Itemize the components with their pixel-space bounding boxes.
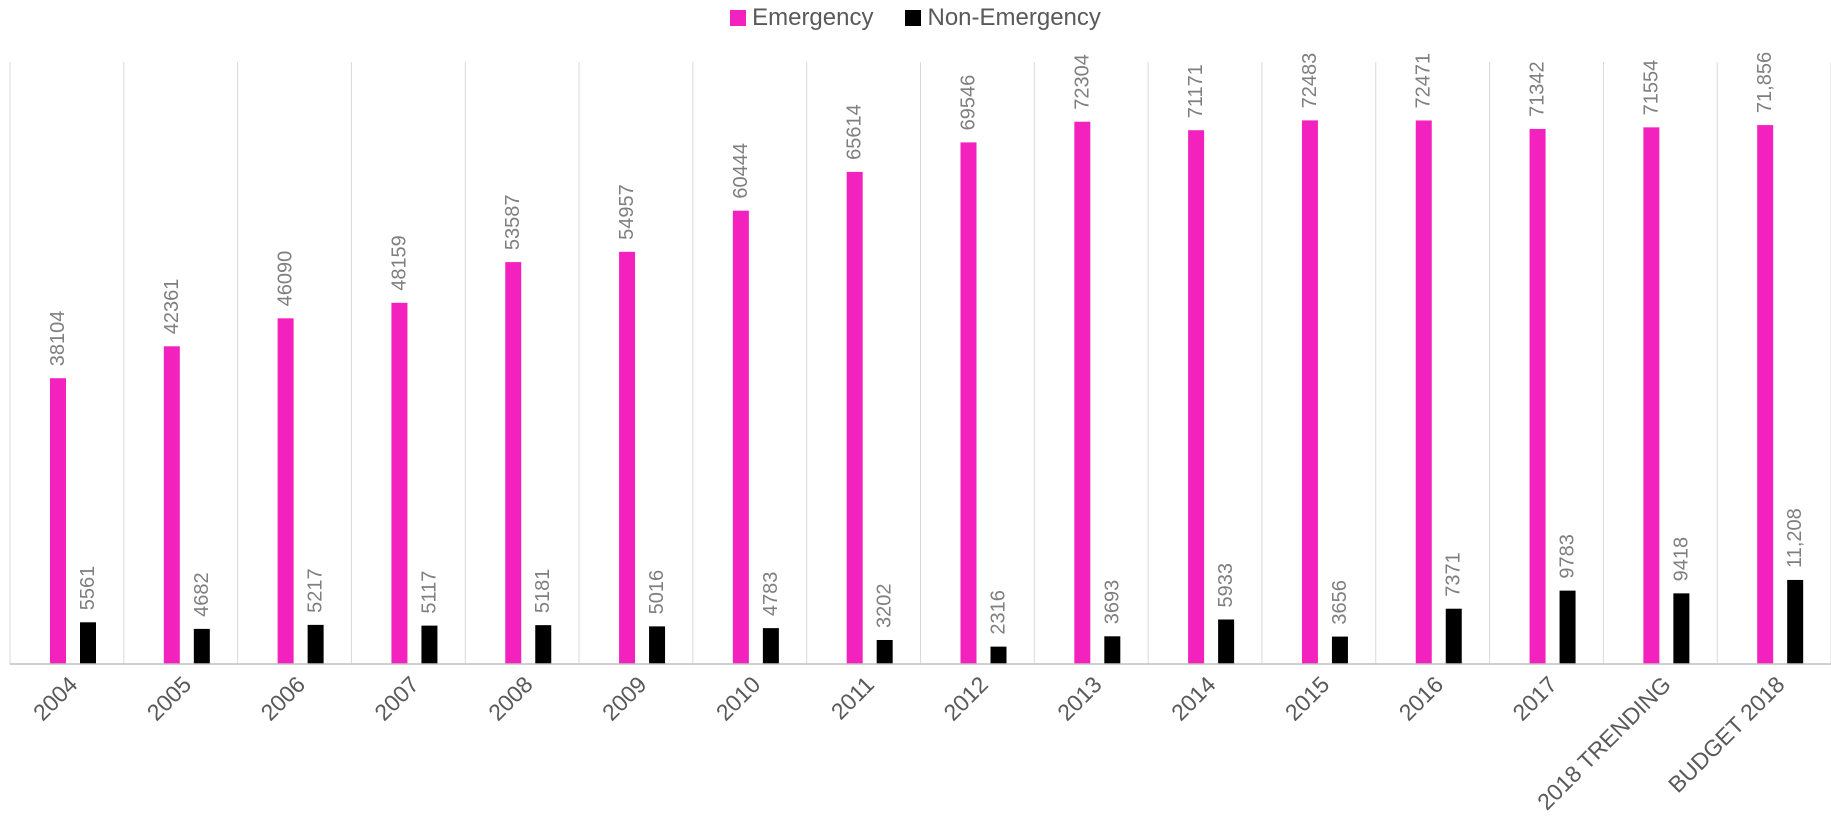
legend-label-non-emergency: Non-Emergency xyxy=(927,4,1101,31)
bar-non-emergency-2011[interactable] xyxy=(876,639,893,664)
chart-bars xyxy=(50,120,1804,665)
data-label-emergency-2011: 65614 xyxy=(844,104,866,160)
bar-non-emergency-2007[interactable] xyxy=(421,625,438,664)
data-label-non-emergency-2011: 3202 xyxy=(874,583,896,628)
data-label-non-emergency-2012: 2316 xyxy=(988,590,1010,635)
bar-non-emergency-2016[interactable] xyxy=(1445,608,1462,664)
bar-non-emergency-2013[interactable] xyxy=(1104,636,1121,664)
data-label-emergency-2013: 72304 xyxy=(1071,54,1093,110)
data-label-non-emergency-2006: 5217 xyxy=(305,568,327,613)
legend-swatch-non-emergency xyxy=(905,10,922,26)
data-label-emergency-2009: 54957 xyxy=(616,184,638,240)
bar-non-emergency-2006[interactable] xyxy=(307,624,324,664)
bar-non-emergency-budget-2018[interactable] xyxy=(1787,579,1804,664)
x-tick-label: 2006 xyxy=(255,671,310,726)
bar-non-emergency-2017[interactable] xyxy=(1559,590,1576,664)
x-tick-label: 2009 xyxy=(597,671,652,726)
data-label-non-emergency-2018-trending: 9418 xyxy=(1670,537,1692,582)
legend-item-non-emergency[interactable]: Non-Emergency xyxy=(905,4,1101,32)
bar-emergency-2012[interactable] xyxy=(960,142,977,664)
bar-emergency-2007[interactable] xyxy=(391,302,408,664)
x-tick-label: 2013 xyxy=(1052,671,1107,726)
chart-x-ticks: 2004 2005 2006 2007 2008 2009 2010 2011 2012 2013… xyxy=(28,671,1790,815)
x-tick-label: 2011 xyxy=(826,671,879,724)
data-label-non-emergency-2016: 7371 xyxy=(1443,552,1465,597)
data-label-emergency-2010: 60444 xyxy=(730,143,752,199)
x-tick-label: 2017 xyxy=(1507,671,1562,726)
data-label-non-emergency-2007: 5117 xyxy=(418,571,440,614)
data-label-non-emergency-2009: 5016 xyxy=(646,570,668,615)
x-tick-label: 2008 xyxy=(483,671,538,726)
bar-emergency-2016[interactable] xyxy=(1415,120,1432,664)
bar-non-emergency-2004[interactable] xyxy=(80,622,96,664)
data-label-non-emergency-2014: 5933 xyxy=(1215,563,1237,608)
data-label-non-emergency-2013: 3693 xyxy=(1101,580,1123,625)
bar-emergency-budget-2018[interactable] xyxy=(1757,125,1774,664)
bar-non-emergency-2008[interactable] xyxy=(535,625,552,664)
bar-emergency-2009[interactable] xyxy=(619,251,636,664)
data-label-non-emergency-2010: 4783 xyxy=(760,572,782,617)
data-label-non-emergency-2004: 5561 xyxy=(77,566,99,611)
x-tick-label: 2004 xyxy=(28,671,83,726)
x-tick-label: 2014 xyxy=(1166,671,1221,726)
legend: Emergency Non-Emergency xyxy=(0,4,1831,32)
data-label-emergency-2005: 42361 xyxy=(161,279,183,335)
data-label-non-emergency-2017: 9783 xyxy=(1557,534,1579,579)
data-label-non-emergency-2008: 5181 xyxy=(532,569,554,614)
chart-grid xyxy=(9,62,1831,664)
data-label-non-emergency-2005: 4682 xyxy=(191,572,213,617)
bar-emergency-2018-trending[interactable] xyxy=(1643,127,1660,665)
legend-swatch-emergency xyxy=(730,10,747,26)
chart-data-labels: 38104 42361 46090 48159 53587 54957 60444 65614… xyxy=(47,52,1806,635)
bar-emergency-2013[interactable] xyxy=(1074,121,1091,665)
bar-emergency-2014[interactable] xyxy=(1188,130,1205,664)
bar-emergency-2010[interactable] xyxy=(732,210,749,665)
bar-emergency-2017[interactable] xyxy=(1529,128,1546,664)
data-label-emergency-2008: 53587 xyxy=(502,194,524,250)
bar-non-emergency-2012[interactable] xyxy=(990,646,1007,664)
legend-label-emergency: Emergency xyxy=(752,4,874,31)
bar-emergency-2004[interactable] xyxy=(50,378,66,664)
bar-non-emergency-2018-trending[interactable] xyxy=(1673,593,1690,664)
x-tick-label: 2012 xyxy=(938,671,993,726)
data-label-emergency-budget-2018: 71,856 xyxy=(1754,52,1776,113)
bar-emergency-2005[interactable] xyxy=(163,346,180,664)
x-tick-label: BUDGET 2018 xyxy=(1663,671,1790,798)
bar-non-emergency-2015[interactable] xyxy=(1331,636,1348,664)
x-tick-label: 2005 xyxy=(142,671,197,726)
data-label-emergency-2018-trending: 71554 xyxy=(1640,60,1662,116)
x-tick-label: 2007 xyxy=(369,671,424,726)
x-tick-label: 2010 xyxy=(711,671,766,726)
data-label-non-emergency-budget-2018: 11,208 xyxy=(1784,508,1806,568)
data-label-emergency-2012: 69546 xyxy=(958,75,980,131)
data-label-emergency-2006: 46090 xyxy=(275,251,297,307)
bar-emergency-2008[interactable] xyxy=(505,262,522,664)
data-label-emergency-2016: 72471 xyxy=(1413,53,1435,109)
bar-emergency-2006[interactable] xyxy=(277,318,294,664)
bar-non-emergency-2014[interactable] xyxy=(1218,619,1235,664)
bar-non-emergency-2010[interactable] xyxy=(762,628,779,664)
data-label-non-emergency-2015: 3656 xyxy=(1329,580,1351,625)
data-label-emergency-2015: 72483 xyxy=(1299,53,1321,109)
bar-emergency-2015[interactable] xyxy=(1301,120,1318,664)
data-label-emergency-2017: 71342 xyxy=(1527,61,1549,117)
bar-non-emergency-2009[interactable] xyxy=(649,626,666,664)
data-label-emergency-2014: 71171 xyxy=(1185,64,1207,118)
bar-emergency-2011[interactable] xyxy=(846,171,863,664)
x-tick-label: 2015 xyxy=(1280,671,1335,726)
bar-non-emergency-2005[interactable] xyxy=(193,628,210,664)
legend-item-emergency[interactable]: Emergency xyxy=(730,4,873,32)
x-tick-label: 2016 xyxy=(1394,671,1449,726)
data-label-emergency-2007: 48159 xyxy=(388,235,410,291)
data-label-emergency-2004: 38104 xyxy=(47,311,69,367)
